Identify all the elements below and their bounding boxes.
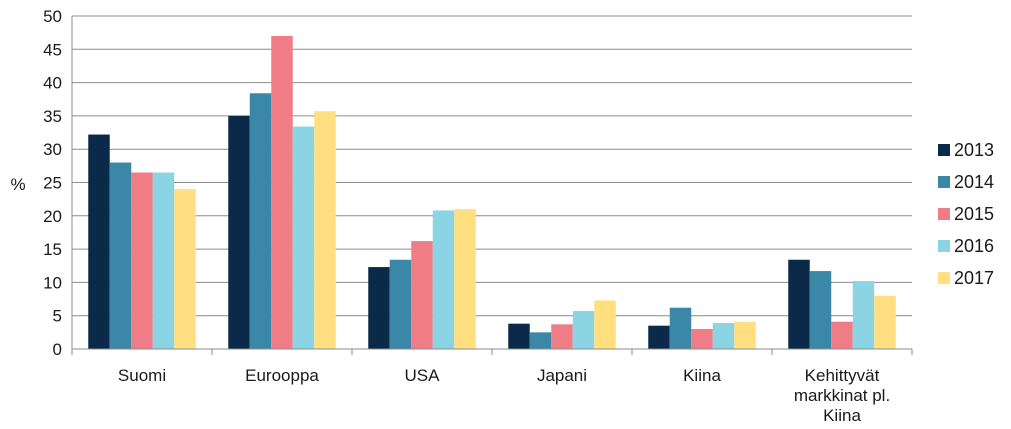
x-tick-label: Kehittyvät <box>805 366 880 385</box>
legend-swatch <box>938 176 950 188</box>
legend-swatch <box>938 272 950 284</box>
y-tick-label: 5 <box>53 307 62 326</box>
bar <box>734 321 756 349</box>
legend-label: 2016 <box>954 236 994 256</box>
bar <box>874 295 896 349</box>
y-tick-label: 35 <box>43 107 62 126</box>
bar <box>669 307 692 349</box>
legend-label: 2017 <box>954 268 994 288</box>
x-tick-label: markkinat pl. <box>794 386 890 405</box>
y-tick-label: 15 <box>43 240 62 259</box>
x-tick-label: Japani <box>537 366 587 385</box>
y-axis-label: % <box>10 175 25 194</box>
bar <box>852 281 875 349</box>
bar <box>432 210 455 349</box>
bar <box>529 332 552 349</box>
x-tick-label: Eurooppa <box>245 366 319 385</box>
y-tick-label: 30 <box>43 140 62 159</box>
x-axis: Suomi Eurooppa USA Japani Kiina Kehittyvätmar… <box>71 348 913 425</box>
y-tick-label: 25 <box>43 174 62 193</box>
legend-swatch <box>938 144 950 156</box>
bar <box>809 271 832 349</box>
bar <box>368 267 390 349</box>
bar <box>109 162 132 349</box>
bar <box>691 329 713 349</box>
legend: 2013 2014 2015 2016 2017 <box>938 140 994 288</box>
x-tick-label: Kiina <box>823 406 861 424</box>
x-tick-label: Kiina <box>683 366 721 385</box>
bar <box>228 115 250 350</box>
y-tick-label: 10 <box>43 273 62 292</box>
bar <box>551 324 573 349</box>
bar <box>314 111 336 349</box>
bar <box>712 323 735 349</box>
y-tick-label: 50 <box>43 7 62 26</box>
x-tick-label: USA <box>405 366 441 385</box>
legend-label: 2014 <box>954 172 994 192</box>
bar <box>594 300 616 349</box>
bar <box>174 189 196 349</box>
bar <box>292 126 315 349</box>
gridlines <box>72 15 912 317</box>
bar <box>454 209 476 349</box>
bar <box>131 172 153 349</box>
y-tick-label: 45 <box>43 40 62 59</box>
y-tick-label: 0 <box>53 340 62 359</box>
legend-swatch <box>938 208 950 220</box>
y-tick-label: 40 <box>43 74 62 93</box>
legend-label: 2013 <box>954 140 994 160</box>
x-tick-label: Suomi <box>118 366 166 385</box>
bar <box>831 321 853 349</box>
y-tick-label: 20 <box>43 207 62 226</box>
bar <box>648 325 670 349</box>
bar <box>572 311 595 349</box>
bar <box>271 35 293 349</box>
legend-label: 2015 <box>954 204 994 224</box>
bars <box>88 35 896 350</box>
bar <box>411 241 433 349</box>
bar <box>389 259 412 349</box>
bar <box>788 259 810 349</box>
bar <box>508 323 530 349</box>
bar <box>249 93 272 349</box>
bar <box>152 172 175 349</box>
legend-swatch <box>938 240 950 252</box>
bar <box>88 134 110 349</box>
y-axis: 0 5 10 15 20 25 30 35 40 45 50 <box>43 7 73 359</box>
